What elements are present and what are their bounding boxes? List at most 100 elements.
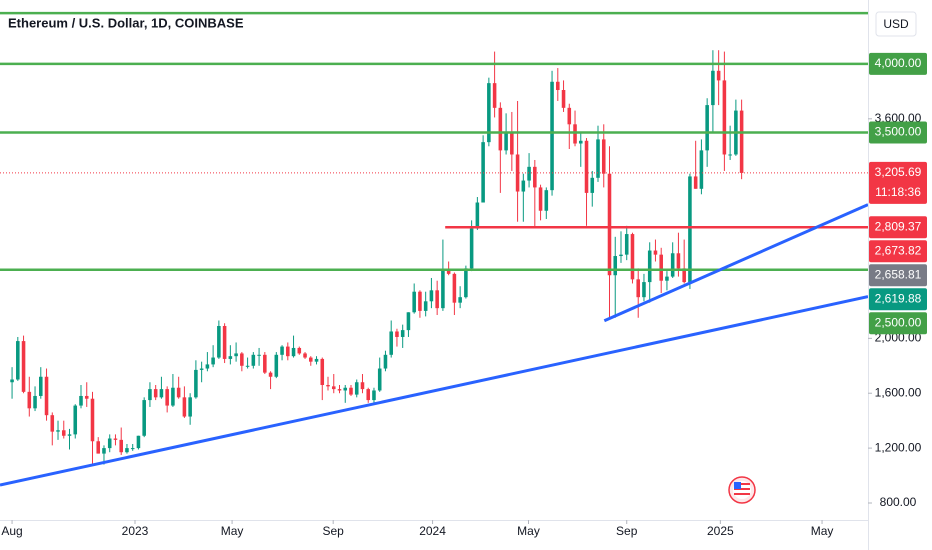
- candle-body: [326, 384, 330, 387]
- price-badge: [869, 52, 927, 75]
- candle-body: [435, 290, 439, 309]
- candle-body: [107, 438, 112, 449]
- price-badge-label: 2,809.37: [875, 219, 922, 233]
- candle-body: [153, 389, 158, 398]
- candle-body: [280, 346, 284, 355]
- price-badge: [869, 240, 927, 263]
- candle-body: [693, 176, 698, 189]
- x-tick-label: May: [811, 524, 834, 538]
- plot-area: [0, 11, 868, 487]
- x-tick-label: Sep: [323, 524, 345, 538]
- candle-body: [56, 430, 60, 432]
- candle-body: [79, 395, 83, 406]
- candle-body: [337, 389, 342, 391]
- candle-body: [176, 387, 181, 398]
- candle-body: [171, 387, 175, 406]
- candle-body: [297, 347, 302, 354]
- candle-body: [251, 354, 256, 366]
- candle-body: [331, 386, 336, 390]
- candle-body: [217, 325, 221, 358]
- candle-body: [699, 150, 704, 189]
- candle-body: [148, 389, 152, 401]
- price-badge-label: 3,500.00: [875, 125, 922, 139]
- candle-body: [84, 395, 89, 399]
- candle-body: [142, 400, 146, 436]
- candle-body: [102, 448, 106, 454]
- candle-body: [676, 253, 681, 269]
- candle-body: [199, 368, 204, 370]
- candle-body: [446, 269, 451, 274]
- candle-body: [412, 291, 416, 313]
- candle-body: [423, 301, 428, 311]
- candle-body: [487, 83, 491, 143]
- y-tick-label: 1,200.00: [875, 440, 922, 454]
- candle-body: [113, 438, 118, 440]
- candle-body: [222, 325, 227, 359]
- candle-body: [400, 330, 405, 337]
- candle-body: [188, 397, 192, 417]
- candle-body: [136, 435, 141, 449]
- candle-body: [630, 234, 635, 280]
- candle-body: [343, 387, 348, 391]
- y-tick-label: 3,600.00: [875, 111, 922, 125]
- candle-body: [257, 354, 261, 356]
- candle-body: [372, 390, 376, 401]
- candle-body: [561, 90, 566, 108]
- candle-body: [308, 357, 313, 362]
- candle-body: [728, 154, 732, 156]
- candle-body: [504, 132, 508, 151]
- x-tick-label: May: [221, 524, 244, 538]
- candle-body: [464, 268, 468, 298]
- price-badge-label: 2,500.00: [875, 315, 922, 329]
- candle-body: [303, 353, 307, 358]
- candle-body: [458, 297, 462, 303]
- x-tick-label: May: [517, 524, 540, 538]
- countdown: 11:18:36: [875, 185, 921, 199]
- candle-body: [39, 376, 43, 396]
- candle-body: [366, 389, 371, 401]
- candle-body: [550, 81, 554, 191]
- candle-body: [16, 341, 20, 380]
- x-tick-label: Sep: [616, 524, 638, 538]
- candle-body: [73, 405, 78, 435]
- price-badge: [869, 312, 927, 335]
- candle-body: [653, 250, 658, 255]
- candle-body: [578, 140, 583, 144]
- candle-body: [515, 154, 520, 192]
- event-flag[interactable]: [728, 476, 756, 504]
- candle-body: [647, 250, 652, 283]
- axes: 800.001,200.001,600.002,000.003,600.00Au…: [1, 52, 927, 538]
- candle-body: [642, 282, 646, 298]
- candle-body: [119, 439, 123, 453]
- price-badge-label: 2,619.88: [875, 291, 922, 305]
- candle-body: [590, 177, 595, 193]
- candle-body: [125, 448, 129, 453]
- candle-body: [527, 166, 531, 181]
- candle-body: [406, 312, 411, 331]
- candle-body: [711, 70, 715, 106]
- candle-body: [441, 269, 445, 309]
- price-badge-label: 2,673.82: [875, 243, 922, 257]
- candle-body: [481, 142, 485, 203]
- candle-body: [263, 354, 267, 373]
- currency-box[interactable]: [875, 11, 917, 37]
- candle-body: [573, 124, 577, 144]
- candle-body: [234, 353, 238, 357]
- candle-body: [240, 353, 244, 366]
- candle-body: [739, 110, 744, 173]
- candle-body: [538, 187, 543, 211]
- candle-body: [475, 202, 480, 229]
- candle-body: [613, 256, 618, 276]
- candle-body: [228, 356, 233, 359]
- candle-body: [469, 228, 474, 269]
- candle-body: [688, 176, 692, 283]
- candle-body: [274, 354, 279, 377]
- price-badge: [869, 161, 927, 204]
- candle-body: [665, 276, 669, 281]
- candle-body: [389, 331, 393, 355]
- candle-body: [314, 358, 319, 362]
- candle-body: [556, 81, 560, 91]
- candle-body: [182, 397, 187, 417]
- candle-body: [10, 379, 14, 383]
- candle-body: [429, 290, 434, 302]
